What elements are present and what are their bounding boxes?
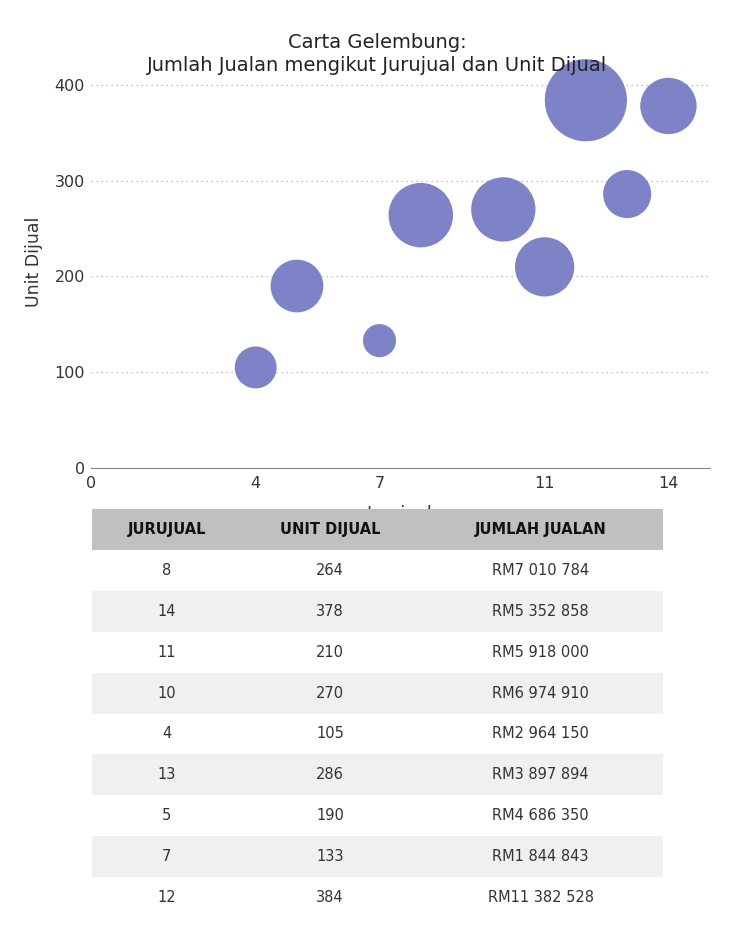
Text: 8: 8	[162, 563, 171, 578]
FancyBboxPatch shape	[418, 877, 663, 918]
FancyBboxPatch shape	[92, 591, 242, 632]
Text: 7: 7	[162, 849, 171, 864]
FancyBboxPatch shape	[242, 754, 418, 796]
Text: RM5 918 000: RM5 918 000	[492, 645, 589, 660]
FancyBboxPatch shape	[418, 836, 663, 877]
Text: 10: 10	[158, 685, 176, 700]
FancyBboxPatch shape	[242, 632, 418, 673]
Text: 264: 264	[316, 563, 344, 578]
FancyBboxPatch shape	[418, 549, 663, 591]
Point	[580, 93, 592, 108]
Text: 190: 190	[316, 809, 344, 824]
FancyBboxPatch shape	[242, 549, 418, 591]
Text: 14: 14	[158, 604, 176, 619]
FancyBboxPatch shape	[242, 509, 418, 549]
Text: UNIT DIJUAL: UNIT DIJUAL	[279, 522, 381, 537]
FancyBboxPatch shape	[418, 796, 663, 836]
FancyBboxPatch shape	[92, 673, 242, 713]
Text: 4: 4	[162, 726, 171, 741]
Point	[538, 259, 550, 274]
FancyBboxPatch shape	[92, 877, 242, 918]
Text: 13: 13	[158, 768, 176, 782]
FancyBboxPatch shape	[418, 632, 663, 673]
Text: JUMLAH JUALAN: JUMLAH JUALAN	[475, 522, 606, 537]
Point	[250, 360, 262, 375]
Text: 210: 210	[316, 645, 344, 660]
FancyBboxPatch shape	[242, 673, 418, 713]
Text: 5: 5	[162, 809, 171, 824]
Text: JURUJUAL: JURUJUAL	[128, 522, 206, 537]
Text: RM1 844 843: RM1 844 843	[492, 849, 589, 864]
FancyBboxPatch shape	[242, 796, 418, 836]
Point	[291, 279, 303, 294]
FancyBboxPatch shape	[418, 673, 663, 713]
Y-axis label: Unit Dijual: Unit Dijual	[26, 217, 44, 307]
FancyBboxPatch shape	[92, 796, 242, 836]
Point	[414, 208, 427, 223]
Text: Carta Gelembung:: Carta Gelembung:	[288, 33, 467, 51]
Point	[662, 98, 674, 113]
Text: 11: 11	[158, 645, 176, 660]
FancyBboxPatch shape	[418, 754, 663, 796]
X-axis label: Jurujual: Jurujual	[367, 505, 433, 523]
Text: RM5 352 858: RM5 352 858	[492, 604, 589, 619]
FancyBboxPatch shape	[92, 836, 242, 877]
FancyBboxPatch shape	[92, 754, 242, 796]
Text: 286: 286	[316, 768, 344, 782]
Text: RM3 897 894: RM3 897 894	[492, 768, 589, 782]
Text: RM11 382 528: RM11 382 528	[488, 890, 593, 905]
Text: RM7 010 784: RM7 010 784	[492, 563, 589, 578]
Text: 105: 105	[316, 726, 344, 741]
FancyBboxPatch shape	[92, 632, 242, 673]
FancyBboxPatch shape	[92, 549, 242, 591]
Text: 384: 384	[316, 890, 344, 905]
Text: RM6 974 910: RM6 974 910	[492, 685, 589, 700]
Text: RM2 964 150: RM2 964 150	[492, 726, 589, 741]
Text: 378: 378	[316, 604, 344, 619]
Point	[621, 186, 633, 201]
Text: 270: 270	[316, 685, 344, 700]
Point	[374, 333, 386, 348]
Text: RM4 686 350: RM4 686 350	[492, 809, 589, 824]
Text: 12: 12	[158, 890, 176, 905]
Text: 133: 133	[316, 849, 344, 864]
FancyBboxPatch shape	[418, 509, 663, 549]
FancyBboxPatch shape	[418, 713, 663, 754]
Point	[498, 202, 510, 217]
FancyBboxPatch shape	[92, 509, 242, 549]
Text: Jumlah Jualan mengikut Jurujual dan Unit Dijual: Jumlah Jualan mengikut Jurujual dan Unit…	[147, 56, 608, 75]
FancyBboxPatch shape	[242, 877, 418, 918]
FancyBboxPatch shape	[242, 836, 418, 877]
FancyBboxPatch shape	[92, 713, 242, 754]
FancyBboxPatch shape	[242, 591, 418, 632]
FancyBboxPatch shape	[418, 591, 663, 632]
FancyBboxPatch shape	[242, 713, 418, 754]
